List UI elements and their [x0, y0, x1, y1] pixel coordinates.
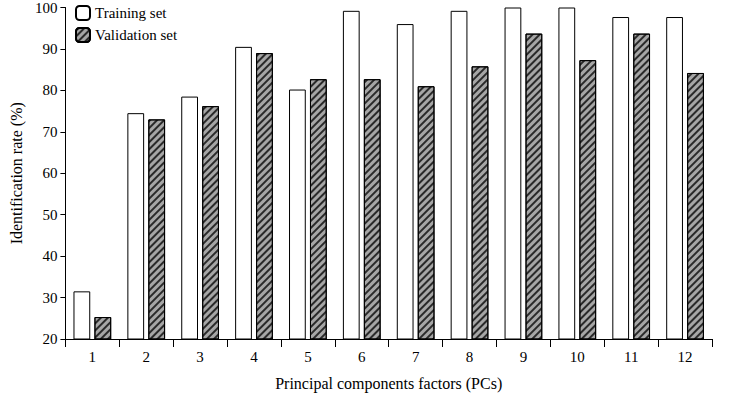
svg-text:30: 30 — [42, 290, 57, 306]
svg-text:60: 60 — [42, 165, 57, 181]
svg-text:4: 4 — [250, 349, 258, 365]
svg-text:40: 40 — [42, 248, 57, 264]
svg-text:Training set: Training set — [95, 5, 167, 21]
svg-text:20: 20 — [42, 331, 57, 347]
svg-text:Validation set: Validation set — [95, 27, 178, 43]
svg-text:1: 1 — [89, 349, 97, 365]
svg-text:9: 9 — [520, 349, 528, 365]
svg-text:50: 50 — [42, 207, 57, 223]
svg-text:90: 90 — [42, 41, 57, 57]
svg-text:11: 11 — [624, 349, 638, 365]
svg-text:7: 7 — [412, 349, 420, 365]
svg-text:3: 3 — [196, 349, 204, 365]
svg-text:Identification rate (%): Identification rate (%) — [8, 102, 26, 244]
svg-text:6: 6 — [358, 349, 366, 365]
svg-text:5: 5 — [304, 349, 312, 365]
svg-text:10: 10 — [570, 349, 585, 365]
svg-text:70: 70 — [42, 124, 57, 140]
svg-text:8: 8 — [466, 349, 474, 365]
svg-text:12: 12 — [678, 349, 693, 365]
svg-text:100: 100 — [35, 0, 58, 16]
svg-text:2: 2 — [142, 349, 150, 365]
svg-text:80: 80 — [42, 82, 57, 98]
svg-text:Principal components factors (: Principal components factors (PCs) — [275, 375, 502, 393]
